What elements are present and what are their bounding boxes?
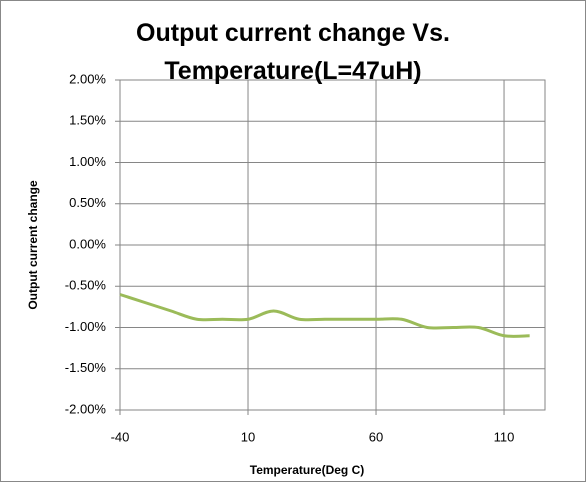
- x-tick-label: 10: [241, 429, 255, 444]
- y-tick-label: 1.50%: [69, 113, 106, 128]
- plot-area: [119, 79, 546, 411]
- x-axis-label: Temperature(Deg C): [250, 463, 364, 477]
- y-axis-label: Output current change: [26, 180, 40, 310]
- y-tick-label: -2.00%: [65, 401, 107, 416]
- chart-title: Output current change Vs. Temperature(L=…: [136, 19, 450, 85]
- x-tick-label: 110: [494, 429, 515, 444]
- x-tick-label: -40: [111, 429, 130, 444]
- y-tick-label: 1.00%: [69, 154, 106, 169]
- y-tick-label: -1.00%: [65, 319, 107, 334]
- y-tick-label: 0.50%: [69, 195, 106, 210]
- y-tick-label: 0.00%: [69, 236, 106, 251]
- y-tick-label: -1.50%: [65, 360, 107, 375]
- x-tick-label: 60: [369, 429, 383, 444]
- y-tick-label: -0.50%: [65, 278, 107, 293]
- data-line: [119, 293, 530, 338]
- y-tick-label: 2.00%: [69, 71, 106, 86]
